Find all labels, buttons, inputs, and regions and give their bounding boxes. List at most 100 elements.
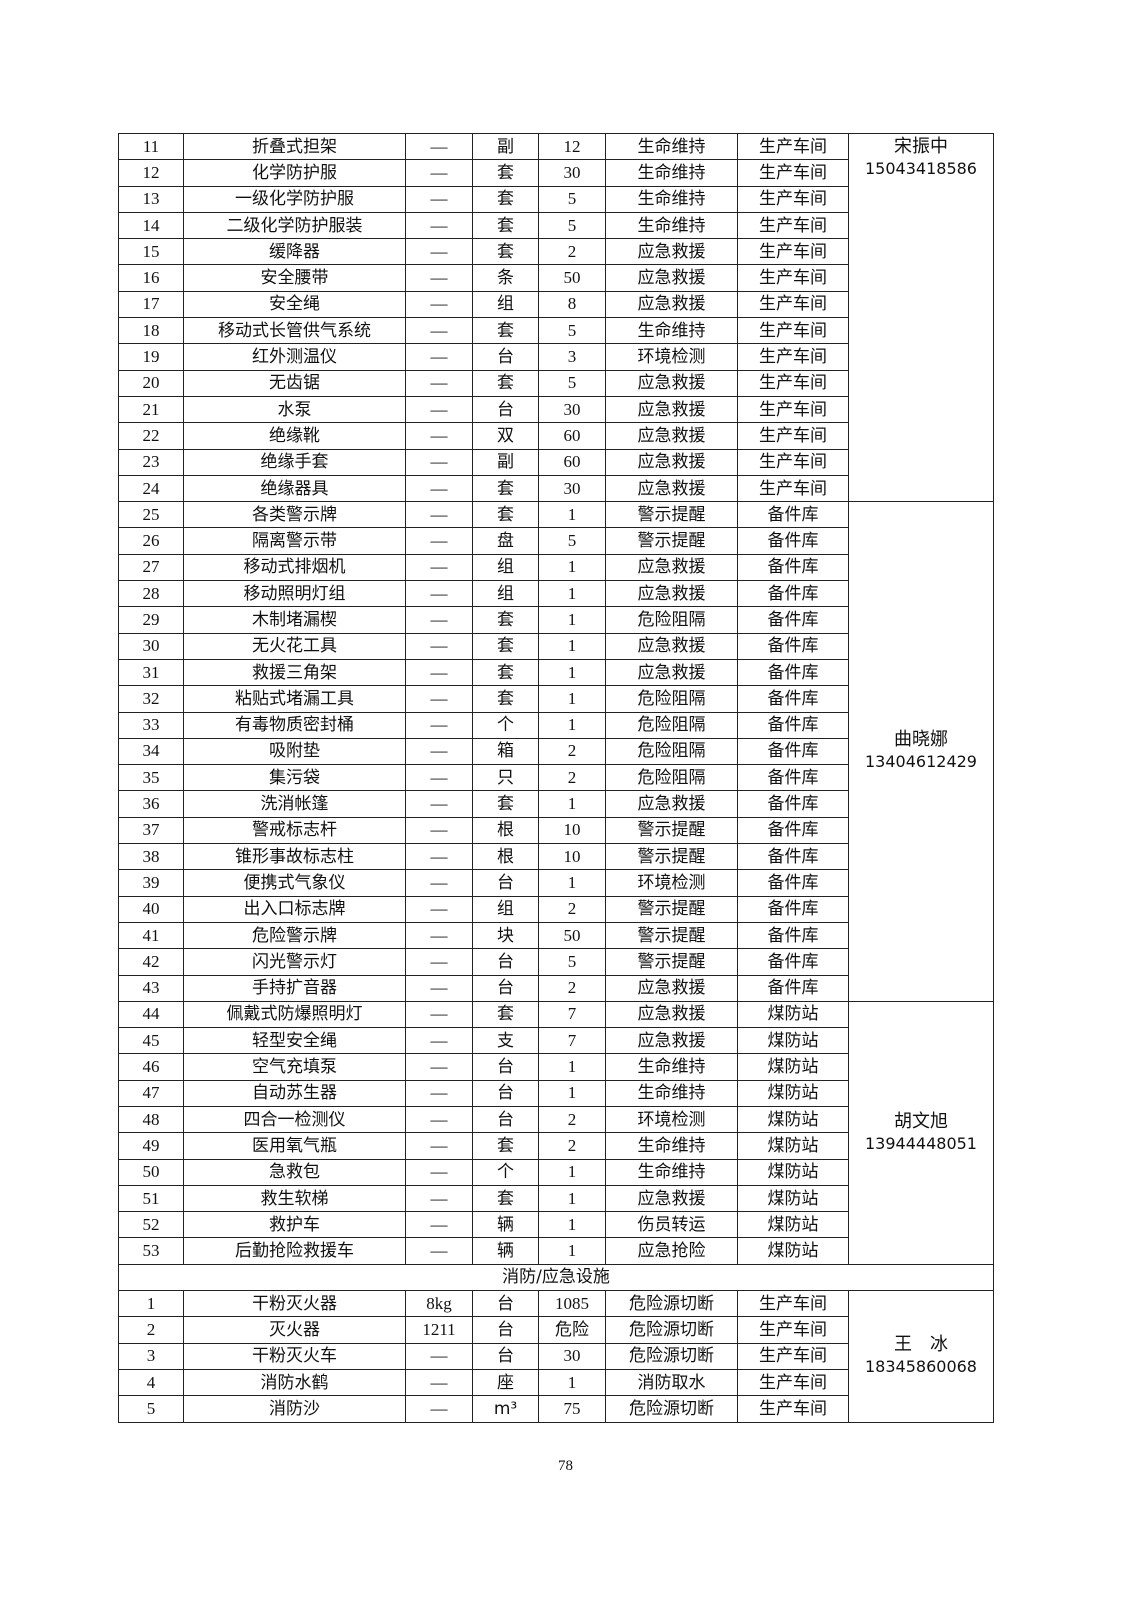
category: 应急救援 [605,1027,738,1055]
location: 生产车间 [737,1316,849,1344]
row-number: 25 [118,501,184,529]
category: 警示提醒 [605,895,738,923]
location: 煤防站 [737,1237,849,1265]
table-row: 27 移动式排烟机 — 组 1 应急救援 备件库 [118,553,994,582]
unit: 辆 [472,1237,539,1265]
unit: 副 [472,448,539,476]
contact-name: 宋振中 [894,136,948,157]
table-row: 43 手持扩音器 — 台 2 应急救援 备件库 [118,974,994,1002]
unit: 条 [472,264,539,292]
item-name: 四合一检测仪 [183,1105,406,1134]
category: 危险阻隔 [605,685,738,713]
unit: 盘 [472,527,539,555]
row-number: 24 [118,474,184,503]
unit: 根 [472,843,539,871]
table-row: 40 出入口标志牌 — 组 2 警示提醒 备件库 [118,895,994,923]
row-number: 49 [118,1132,184,1160]
quantity: 1 [538,1158,606,1186]
unit: 套 [472,632,539,660]
location: 备件库 [737,843,849,871]
category: 生命维持 [605,159,738,187]
row-number: 36 [118,790,184,818]
quantity: 1 [538,869,606,897]
item-name: 二级化学防护服装 [183,211,406,240]
row-number: 38 [118,843,184,871]
table-row: 20 无齿锯 — 套 5 应急救援 生产车间 [118,369,994,397]
quantity: 1 [538,1053,606,1081]
location: 备件库 [737,790,849,818]
quantity: 30 [538,474,606,503]
table-row: 25 各类警示牌 — 套 1 警示提醒 备件库 曲晓娜 13404612429 [118,501,994,1002]
specification: — [405,974,473,1002]
item-name: 出入口标志牌 [183,895,406,923]
location: 生产车间 [737,185,849,213]
unit: 套 [472,1184,539,1213]
unit: 套 [472,658,539,687]
specification: — [405,1342,473,1370]
location: 生产车间 [737,1368,849,1397]
unit: 台 [472,395,539,424]
unit: 套 [472,317,539,345]
contact-cell: 曲晓娜 13404612429 [848,501,994,1002]
item-name: 锥形事故标志柱 [183,843,406,871]
row-number: 27 [118,553,184,582]
quantity: 60 [538,448,606,476]
quantity: 5 [538,369,606,397]
location: 生产车间 [737,211,849,240]
location: 煤防站 [737,1079,849,1107]
table-row: 36 洗消帐篷 — 套 1 应急救援 备件库 [118,790,994,818]
row-number: 4 [118,1368,184,1397]
location: 生产车间 [737,1342,849,1370]
row-number: 31 [118,658,184,687]
quantity: 5 [538,317,606,345]
category: 环境检测 [605,343,738,371]
item-name: 洗消帐篷 [183,790,406,818]
row-number: 46 [118,1053,184,1081]
table-row: 3 干粉灭火车 — 台 30 危险源切断 生产车间 [118,1342,994,1370]
contact-name: 王 冰 [894,1334,948,1356]
category: 生命维持 [605,211,738,240]
category: 应急救援 [605,790,738,818]
category: 应急救援 [605,474,738,503]
row-number: 29 [118,606,184,634]
quantity: 1 [538,1211,606,1239]
category: 应急救援 [605,422,738,450]
quantity: 2 [538,1132,606,1160]
unit: 套 [472,1000,539,1029]
specification: — [405,1105,473,1134]
item-name: 闪光警示灯 [183,948,406,976]
quantity: 10 [538,816,606,845]
location: 生产车间 [737,264,849,292]
specification: — [405,948,473,976]
specification: — [405,264,473,292]
location: 备件库 [737,527,849,555]
table-row: 1 干粉灭火器 8kg 台 1085 危险源切断 生产车间王 冰 18345860068 [118,1290,994,1423]
unit: 套 [472,159,539,187]
category: 应急救援 [605,369,738,397]
table-row: 47 自动苏生器 — 台 1 生命维持 煤防站 [118,1079,994,1107]
unit: 套 [472,185,539,213]
contact-phone: 13944448051 [865,1133,977,1153]
location: 煤防站 [737,1158,849,1186]
unit: 块 [472,921,539,950]
section-header-row: 消防/应急设施 [118,1263,994,1292]
table-row: 50 急救包 — 个 1 生命维持 煤防站 [118,1158,994,1186]
contact-name: 胡文旭 [894,1110,948,1132]
row-number: 1 [118,1290,184,1318]
item-name: 红外测温仪 [183,343,406,371]
row-number: 18 [118,317,184,345]
row-number: 47 [118,1079,184,1107]
location: 备件库 [737,553,849,582]
item-name: 救护车 [183,1211,406,1239]
item-name: 无齿锯 [183,369,406,397]
unit: 套 [472,790,539,818]
category: 环境检测 [605,1105,738,1134]
row-number: 12 [118,159,184,187]
quantity: 10 [538,843,606,871]
quantity: 5 [538,948,606,976]
page-number: 78 [558,1458,573,1474]
equipment-table: 11 折叠式担架 — 副 12 生命维持 生产车间 宋振中 15043418586 12 化学防护服… [118,132,994,1423]
category: 环境检测 [605,869,738,897]
quantity: 1 [538,1184,606,1213]
location: 生产车间 [737,238,849,266]
